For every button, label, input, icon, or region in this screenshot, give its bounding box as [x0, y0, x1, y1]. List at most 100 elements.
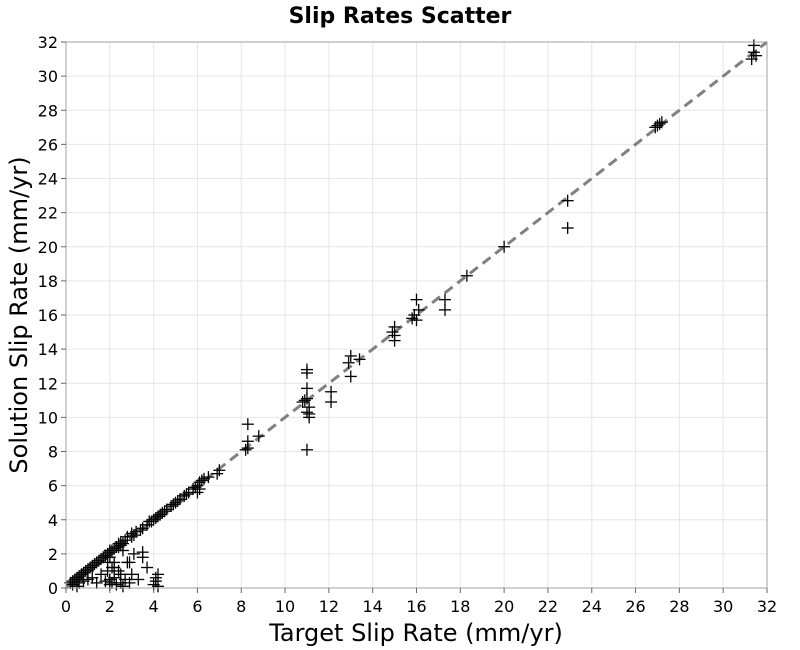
x-tick-label: 0	[61, 597, 71, 616]
data-point	[342, 356, 355, 369]
data-point	[344, 370, 357, 383]
data-point	[195, 474, 208, 487]
data-point	[325, 385, 338, 398]
y-tick-label: 6	[48, 477, 58, 496]
data-point	[101, 556, 114, 569]
x-axis-ticks: 0 2 4 6 8 10 12 14 16 18 20 22 24 26 28 30 32	[61, 588, 777, 616]
data-point	[158, 505, 171, 518]
y-tick-label: 32	[38, 33, 58, 52]
x-tick-label: 4	[149, 597, 159, 616]
data-point	[460, 269, 473, 282]
data-point	[300, 392, 313, 405]
x-axis-label: Target Slip Rate (mm/yr)	[268, 619, 563, 647]
y-tick-label: 0	[48, 579, 58, 598]
data-point	[438, 303, 451, 316]
y-tick-label: 28	[38, 101, 58, 120]
data-point	[125, 568, 138, 581]
x-tick-label: 26	[625, 597, 645, 616]
data-point	[300, 443, 313, 456]
data-point	[653, 117, 666, 130]
data-point	[152, 568, 165, 581]
x-tick-label: 20	[494, 597, 514, 616]
y-tick-label: 2	[48, 545, 58, 564]
data-point	[300, 363, 313, 376]
data-point	[134, 523, 147, 536]
y-tick-label: 22	[38, 204, 58, 223]
reference-line	[65, 40, 768, 590]
data-point	[152, 580, 165, 593]
y-tick-label: 16	[38, 306, 58, 325]
data-point	[498, 240, 511, 253]
data-point	[298, 394, 311, 407]
data-point	[141, 561, 154, 574]
chart-title: Slip Rates Scatter	[289, 4, 512, 29]
data-point	[410, 314, 423, 327]
data-point	[300, 382, 313, 395]
data-point	[750, 49, 763, 62]
data-point	[241, 418, 254, 431]
data-point	[388, 329, 401, 342]
data-point	[239, 443, 252, 456]
x-tick-label: 24	[582, 597, 602, 616]
data-point	[241, 435, 254, 448]
data-point	[123, 576, 136, 589]
data-point	[300, 406, 313, 419]
data-point	[213, 464, 226, 477]
data-point	[412, 303, 425, 316]
x-tick-label: 12	[319, 597, 339, 616]
data-point	[353, 353, 366, 366]
x-tick-label: 10	[275, 597, 295, 616]
y-axis-label: Solution Slip Rate (mm/yr)	[5, 156, 33, 473]
data-point	[303, 411, 316, 424]
y-tick-label: 4	[48, 511, 58, 530]
y-tick-label: 12	[38, 374, 58, 393]
x-tick-label: 32	[757, 597, 777, 616]
data-point	[303, 401, 316, 414]
y-tick-label: 18	[38, 272, 58, 291]
data-point	[108, 571, 121, 584]
y-tick-label: 8	[48, 443, 58, 462]
x-tick-label: 22	[538, 597, 558, 616]
data-point	[410, 293, 423, 306]
y-tick-label: 24	[38, 170, 58, 189]
x-tick-label: 14	[363, 597, 383, 616]
x-tick-label: 16	[406, 597, 426, 616]
data-point	[171, 494, 184, 507]
y-tick-label: 30	[38, 67, 58, 86]
data-point	[325, 396, 338, 409]
y-tick-label: 10	[38, 408, 58, 427]
data-point	[127, 547, 140, 560]
y-tick-label: 26	[38, 135, 58, 154]
x-tick-label: 2	[105, 597, 115, 616]
x-tick-label: 30	[713, 597, 733, 616]
data-points	[64, 39, 763, 593]
data-point	[211, 467, 224, 480]
data-point	[123, 556, 136, 569]
data-point	[103, 551, 116, 564]
data-point	[193, 483, 206, 496]
x-tick-label: 18	[450, 597, 470, 616]
data-point	[90, 576, 103, 589]
data-point	[202, 471, 215, 484]
data-point	[180, 488, 193, 501]
data-point	[252, 430, 265, 443]
data-point	[561, 194, 574, 207]
data-point	[561, 221, 574, 234]
data-point	[108, 561, 121, 574]
data-point	[132, 573, 145, 586]
data-point	[95, 568, 108, 581]
y-tick-label: 14	[38, 340, 58, 359]
y-tick-label: 20	[38, 238, 58, 257]
x-tick-label: 8	[236, 597, 246, 616]
data-point	[655, 116, 668, 129]
x-tick-label: 6	[192, 597, 202, 616]
data-point	[116, 544, 129, 557]
data-point	[438, 293, 451, 306]
x-tick-label: 28	[669, 597, 689, 616]
data-point	[116, 580, 129, 593]
data-point	[136, 546, 149, 559]
data-point	[344, 349, 357, 362]
data-point	[747, 39, 760, 52]
